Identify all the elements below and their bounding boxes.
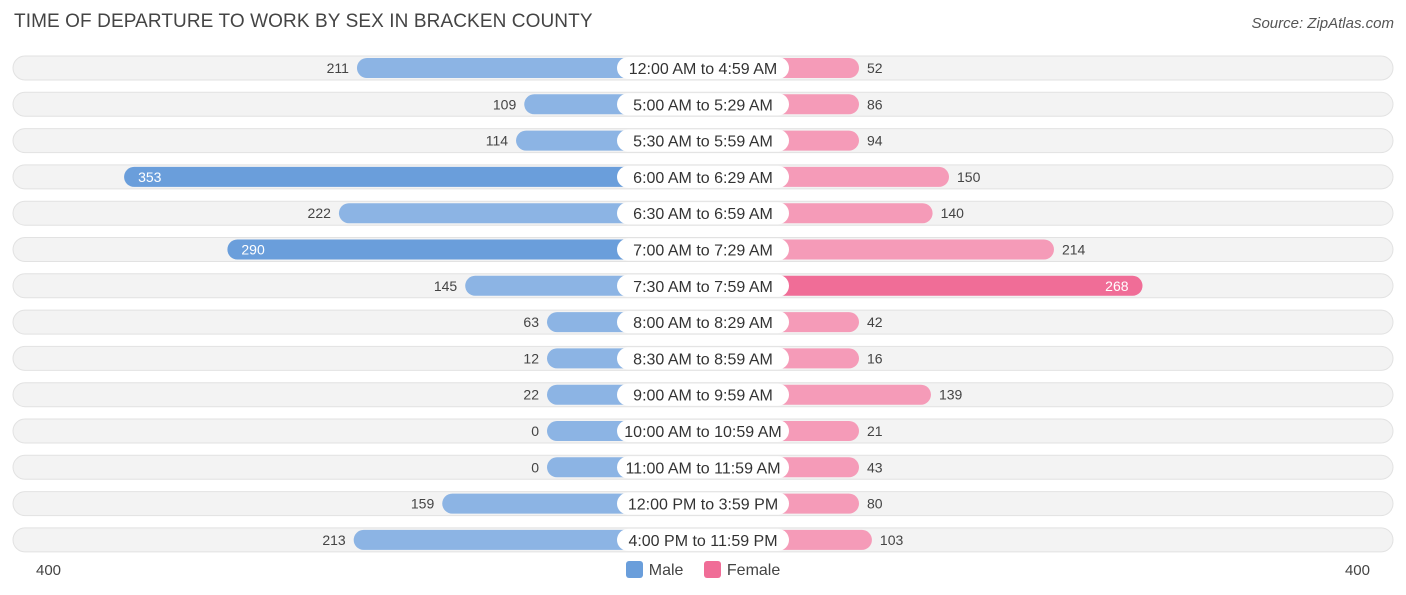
category-label-bg [617,57,789,79]
chart-row: 213 103 4:00 PM to 11:59 PM [12,527,1394,553]
legend-item-male: Male [625,561,684,580]
category-label: 5:30 AM to 5:59 AM [633,134,773,151]
value-label-female: 150 [957,169,981,185]
value-label-female: 43 [867,459,883,475]
bar-male [338,203,703,224]
bar-male [356,58,703,78]
value-label-male: 12 [523,350,539,366]
value-label-male: 109 [493,96,517,112]
chart-row: 145 268 7:30 AM to 7:59 AM [12,273,1394,299]
category-label-bg [617,456,789,479]
category-label: 6:00 AM to 6:29 AM [633,170,773,187]
chart-row: 109 86 5:00 AM to 5:29 AM [12,91,1394,117]
category-label-bg [617,347,789,370]
bar-male [124,166,703,187]
axis-right-label: 400 [1344,562,1370,579]
legend-label-male: Male [648,562,684,579]
category-label-bg [617,311,789,334]
value-label-female: 268 [1105,278,1129,294]
value-label-male: 159 [411,496,435,512]
chart-row: 63 42 8:00 AM to 8:29 AM [12,309,1394,335]
chart-row: 290 214 7:00 AM to 7:29 AM [12,237,1394,262]
category-label-bg [617,492,789,515]
value-label-male: 211 [327,60,350,76]
chart-area: 211 52 12:00 AM to 4:59 AM 109 86 5:00 AM to … [12,55,1394,553]
category-label: 10:00 AM to 10:59 AM [624,424,781,441]
category-label-bg [617,274,789,297]
bar-male [227,239,703,260]
category-label: 6:30 AM to 6:59 AM [633,206,773,223]
value-label-male: 114 [486,133,509,149]
category-label-bg [617,129,789,152]
value-label-male: 63 [523,314,539,330]
category-label-bg [617,528,789,551]
category-label: 7:00 AM to 7:29 AM [633,243,773,260]
category-label: 11:00 AM to 11:59 AM [625,460,780,477]
value-label-female: 21 [867,423,883,439]
value-label-male: 0 [531,459,539,475]
legend-swatch-female [703,561,721,578]
value-label-male: 22 [523,387,539,403]
value-label-female: 42 [867,314,883,330]
value-label-female: 139 [939,387,963,403]
chart-row: 22 139 9:00 AM to 9:59 AM [12,382,1394,408]
value-label-female: 103 [880,532,904,548]
chart-row: 211 52 12:00 AM to 4:59 AM [12,55,1394,81]
value-label-female: 94 [867,133,883,149]
bar-male [353,529,703,550]
axis-left-label: 400 [36,562,62,579]
category-label: 5:00 AM to 5:29 AM [633,97,773,114]
value-label-male: 0 [531,423,539,439]
value-label-male: 290 [241,242,265,258]
chart-row: 0 43 11:00 AM to 11:59 AM [12,454,1394,480]
value-label-female: 140 [941,205,965,221]
category-label-bg [617,202,789,225]
category-label: 4:00 PM to 11:59 PM [628,533,777,550]
category-label-bg [617,238,789,261]
legend: Male Female [0,561,1406,580]
value-label-female: 80 [867,496,883,512]
value-label-female: 86 [867,96,883,112]
chart-title: TIME OF DEPARTURE TO WORK BY SEX IN BRAC… [14,11,593,32]
chart-row: 12 16 8:30 AM to 8:59 AM [12,345,1394,371]
chart-row: 222 140 6:30 AM to 6:59 AM [12,200,1394,226]
category-label-bg [617,93,789,116]
value-label-male: 213 [322,532,346,548]
bar-female [703,239,1054,260]
value-label-female: 52 [867,60,883,76]
category-label: 9:00 AM to 9:59 AM [633,388,773,405]
category-label: 7:30 AM to 7:59 AM [633,279,773,296]
bar-female [703,275,1143,296]
value-label-male: 353 [138,169,162,185]
category-label-bg [617,165,789,188]
category-label: 12:00 PM to 3:59 PM [628,497,778,514]
legend-swatch-male [625,561,643,578]
category-label: 8:30 AM to 8:59 AM [633,351,773,368]
category-label-bg [617,420,789,442]
category-label: 8:00 AM to 8:29 AM [633,315,773,332]
category-label-bg [617,383,789,406]
value-label-male: 222 [308,205,332,221]
value-label-female: 16 [867,350,883,366]
value-label-male: 145 [434,278,458,294]
chart-row: 114 94 5:30 AM to 5:59 AM [12,128,1394,154]
legend-item-female: Female [703,561,781,580]
chart-row: 0 21 10:00 AM to 10:59 AM [12,418,1394,444]
chart-row: 159 80 12:00 PM to 3:59 PM [12,491,1394,517]
chart-row: 353 150 6:00 AM to 6:29 AM [12,164,1394,190]
legend-label-female: Female [726,562,781,579]
value-label-female: 214 [1062,242,1086,258]
source-label: Source: ZipAtlas.com [1251,15,1394,32]
category-label: 12:00 AM to 4:59 AM [629,61,778,78]
